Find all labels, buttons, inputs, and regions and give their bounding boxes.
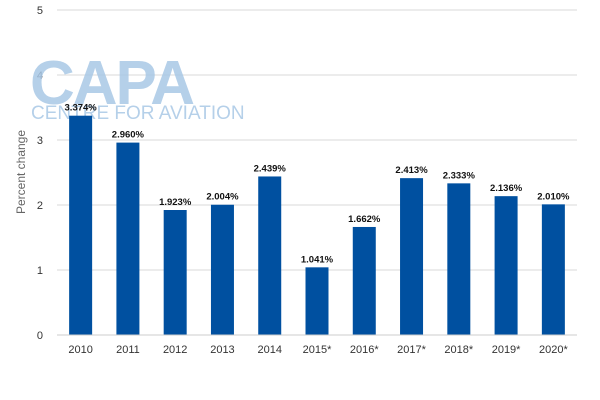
bar-2019-est [494,196,518,335]
data-label: 2.960% [112,130,145,141]
x-tick-label: 2018* [444,344,473,356]
data-label: 2.413% [395,165,428,176]
y-tick-label: 0 [37,330,43,342]
y-tick-label: 4 [37,70,43,82]
data-label: 2.333% [443,170,476,181]
data-label: 2.439% [254,163,287,174]
y-tick-label: 1 [37,265,43,277]
y-axis-label: Percent change [14,130,28,214]
y-tick-label: 3 [37,135,43,147]
x-tick-label: 2012 [163,344,187,356]
x-tick-label: 2015* [303,344,332,356]
y-tick-label: 2 [37,200,43,212]
x-tick-label: 2010 [68,344,92,356]
watermark-tagline: CENTRE FOR AVIATION [31,103,245,124]
bar-2013 [210,204,234,335]
data-label: 3.374% [65,103,98,114]
capa-watermark-logo: CAPA CENTRE FOR AVIATION [30,49,245,124]
y-axis-ticks: 0 1 2 3 4 5 [37,5,43,342]
watermark-logo-text: CAPA [30,49,194,118]
x-tick-label: 2014 [257,344,281,356]
data-label: 1.662% [348,214,381,225]
data-label: 1.041% [301,254,334,265]
x-tick-label: 2017* [397,344,426,356]
bar-2017-est [400,178,424,335]
bar-2012 [163,210,187,335]
bar-2014 [258,176,282,335]
x-tick-label: 2013 [210,344,234,356]
data-labels: 3.374% 2.960% 1.923% 2.004% 2.439% 1.041% 1.66… [65,103,571,266]
data-label: 1.923% [159,197,192,208]
data-label: 2.004% [206,192,239,203]
bar-2018-est [447,183,471,335]
bar-2020-est [541,204,565,335]
bar-2010 [69,115,93,335]
x-tick-label: 2011 [116,344,140,356]
data-label: 2.010% [537,191,570,202]
x-axis-ticks: 2010 2011 2012 2013 2014 2015* 2016* 2017* 2018*… [68,344,568,356]
bars [69,115,565,335]
x-tick-label: 2019* [492,344,521,356]
y-tick-label: 5 [37,5,43,17]
gridlines [57,9,577,271]
data-label: 2.136% [490,183,523,194]
bar-2015-est [305,267,329,335]
bar-2011 [116,142,140,335]
x-tick-label: 2016* [350,344,379,356]
x-tick-label: 2020* [539,344,568,356]
bar-2016-est [352,226,376,335]
